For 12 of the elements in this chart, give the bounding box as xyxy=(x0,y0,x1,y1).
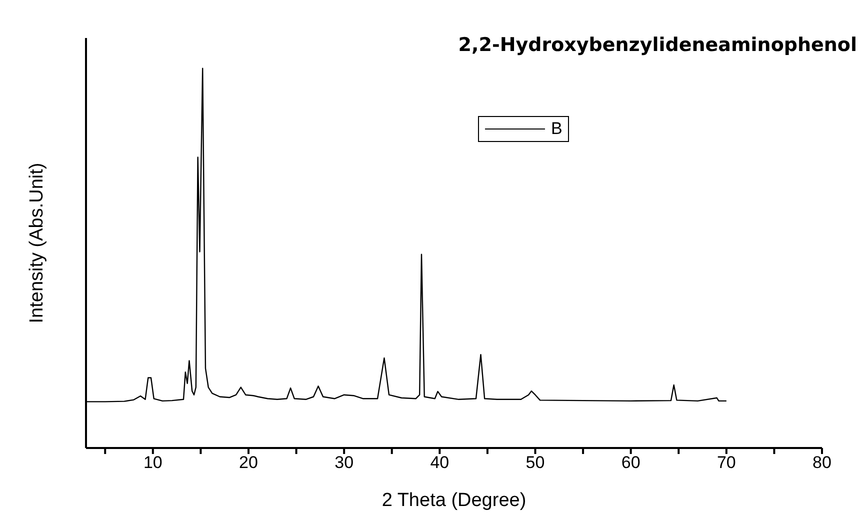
x-tick-label: 30 xyxy=(334,453,354,472)
x-tick-label: 40 xyxy=(430,453,450,472)
x-tick-label: 20 xyxy=(239,453,258,472)
chart-title: 2,2-Hydroxybenzylideneaminophenol xyxy=(458,34,857,56)
x-tick-label: 60 xyxy=(621,453,640,472)
x-tick-label: 10 xyxy=(143,453,162,472)
legend-label: B xyxy=(551,119,562,139)
x-tick-label: 50 xyxy=(526,453,545,472)
x-tick-label: 80 xyxy=(812,453,832,472)
x-axis-title: 2 Theta (Degree) xyxy=(382,490,526,511)
y-axis-title: Intensity (Abs.Unit) xyxy=(26,162,48,324)
x-tick-label: 70 xyxy=(716,453,736,472)
